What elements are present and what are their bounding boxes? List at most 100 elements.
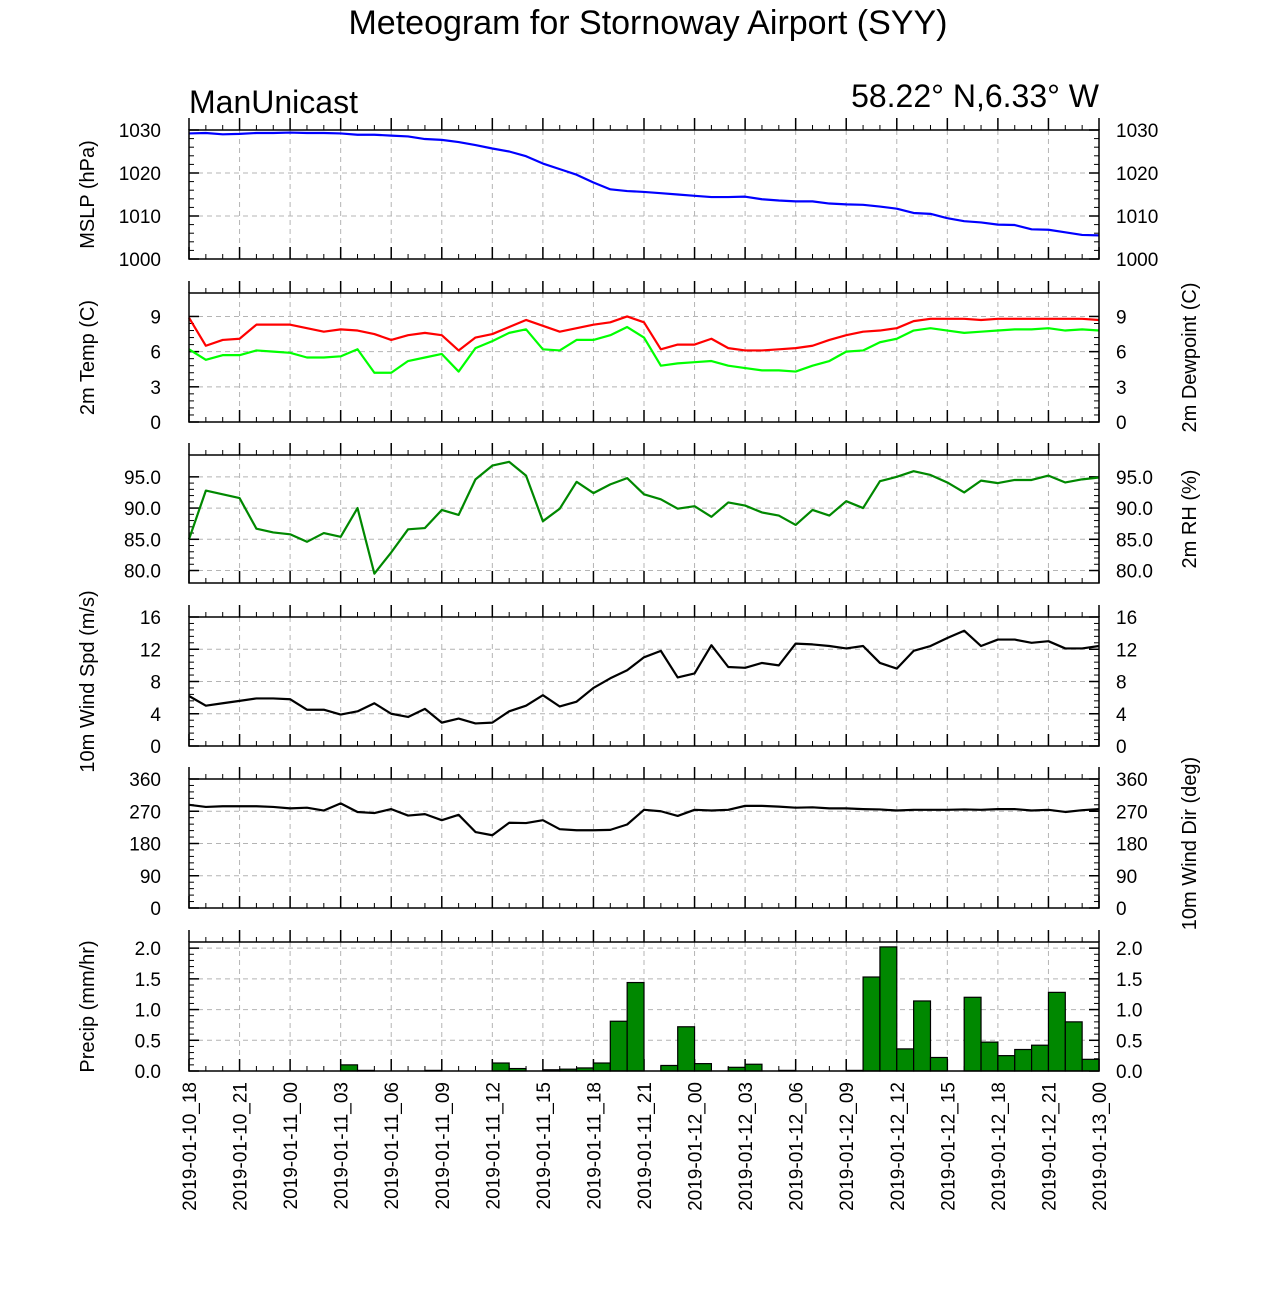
y-tick-label-left: 12: [140, 640, 161, 661]
y-tick-label-left: 1.5: [135, 970, 161, 991]
precip-bar: [677, 1026, 696, 1072]
time-tick-label: 2019-01-10_18: [180, 1082, 201, 1211]
y-tick-label-right: 3: [1116, 378, 1127, 399]
y-tick-label-right: 0: [1116, 899, 1127, 920]
y-tick-label-left: 0: [150, 737, 161, 758]
precip-bar: [862, 976, 881, 1072]
precip-bar: [896, 1048, 915, 1072]
y-tick-label-left: 80.0: [124, 562, 161, 583]
panel-frame: [188, 941, 1100, 1072]
y-axis-title-right: 10m Wind Dir (deg): [1179, 757, 1201, 930]
panel-frame: [188, 454, 1100, 584]
model-label: ManUnicast: [189, 84, 358, 120]
panel-frame: [188, 778, 1100, 909]
time-tick-label: 2019-01-10_21: [231, 1082, 252, 1211]
y-tick-label-left: 1.0: [135, 1001, 161, 1022]
series-line-mslp-0: [188, 131, 1100, 237]
y-axis-title-right: 2m Dewpoint (C): [1179, 282, 1201, 432]
precip-bar: [491, 1062, 510, 1072]
precip-bar: [1081, 1058, 1100, 1072]
time-tick-label: 2019-01-11_15: [534, 1082, 555, 1209]
y-tick-label-right: 1010: [1116, 207, 1158, 228]
y-tick-label-right: 180: [1116, 835, 1148, 856]
y-tick-label-right: 90: [1116, 867, 1137, 888]
y-tick-label-left: 3: [150, 378, 161, 399]
y-axis-title-left: 2m Temp (C): [77, 300, 99, 415]
time-tick-label: 2019-01-12_21: [1039, 1082, 1060, 1211]
y-tick-label-left: 270: [129, 802, 161, 823]
y-tick-label-left: 0.0: [135, 1062, 161, 1083]
panel-frame: [188, 292, 1100, 423]
y-tick-label-right: 95.0: [1116, 468, 1153, 489]
time-tick-label: 2019-01-12_03: [736, 1082, 757, 1211]
y-tick-label-right: 12: [1116, 640, 1137, 661]
precip-bar: [879, 946, 898, 1072]
time-tick-label: 2019-01-11_09: [433, 1082, 454, 1209]
precip-bar: [1014, 1048, 1033, 1072]
precip-bar: [1030, 1044, 1050, 1072]
y-tick-label-left: 8: [150, 673, 161, 694]
precip-bar: [963, 996, 982, 1072]
time-tick-label: 2019-01-12_18: [989, 1082, 1010, 1211]
time-tick-label: 2019-01-12_09: [837, 1082, 858, 1211]
y-tick-label-right: 4: [1116, 705, 1127, 726]
y-tick-label-left: 0.5: [135, 1031, 161, 1052]
time-tick-label: 2019-01-11_18: [584, 1082, 605, 1209]
series-line-temperature-0: [188, 315, 1100, 352]
y-tick-label-right: 1.0: [1116, 1001, 1142, 1022]
y-axis-title-right: 2m RH (%): [1179, 470, 1201, 569]
series-line-temperature-1: [188, 325, 1100, 374]
y-tick-label-right: 1020: [1116, 164, 1158, 185]
time-axis: 2019-01-10_18 2019-01-10_21 2019-01-11_00 2…: [180, 1082, 1111, 1211]
y-tick-label-right: 360: [1116, 770, 1148, 791]
precip-bar: [592, 1062, 611, 1072]
y-tick-label-left: 1000: [119, 250, 161, 271]
y-tick-label-right: 0: [1116, 413, 1127, 434]
time-tick-label: 2019-01-11_00: [281, 1082, 302, 1209]
precip-bar: [997, 1055, 1016, 1072]
y-tick-label-right: 80.0: [1116, 562, 1153, 583]
series-line-wind-direction-0: [188, 802, 1100, 837]
y-tick-label-left: 85.0: [124, 530, 161, 551]
panel-mslp: 1000 1000 1010 1010 1020 1020 1030 1030 MSLP (hP…: [77, 118, 1158, 271]
y-tick-label-right: 0.0: [1116, 1062, 1142, 1083]
panel-frame: [188, 616, 1100, 747]
y-tick-label-left: 16: [140, 608, 161, 629]
y-tick-label-left: 180: [129, 835, 161, 856]
time-tick-label: 2019-01-12_15: [938, 1082, 959, 1211]
y-axis-title-left: 10m Wind Spd (m/s): [77, 590, 99, 772]
y-tick-label-right: 85.0: [1116, 530, 1153, 551]
y-axis-title-left: MSLP (hPa): [77, 140, 99, 249]
y-tick-label-right: 1000: [1116, 250, 1158, 271]
panel-temperature: 0 0 3 3 6 6 9 9 2m Temp (C) 2m Dewpoint (C): [77, 281, 1201, 434]
panel-wind-direction: 0 0 90 90 180 180 270 270 360 360 10m Wind Dir (de…: [129, 757, 1201, 930]
time-tick-label: 2019-01-13_00: [1090, 1082, 1111, 1211]
time-tick-label: 2019-01-12_06: [787, 1082, 808, 1211]
time-tick-label: 2019-01-11_21: [635, 1082, 656, 1209]
precip-bar: [929, 1056, 948, 1072]
precip-bar: [626, 981, 645, 1072]
precip-bar: [660, 1064, 679, 1072]
y-tick-label-right: 9: [1116, 307, 1127, 328]
panels: 1000 1000 1010 1010 1020 1020 1030 1030 MSLP (hP…: [77, 118, 1201, 1083]
series-line-wind-speed-0: [188, 629, 1100, 725]
y-tick-label-right: 1.5: [1116, 970, 1142, 991]
y-tick-label-left: 4: [150, 705, 161, 726]
panel-frame: [188, 129, 1100, 260]
time-tick-label: 2019-01-11_12: [483, 1082, 504, 1209]
y-axis-title-left: Precip (mm/hr): [77, 940, 99, 1072]
time-tick-label: 2019-01-12_12: [888, 1082, 909, 1211]
y-tick-label-right: 90.0: [1116, 499, 1153, 520]
y-tick-label-right: 0.5: [1116, 1031, 1142, 1052]
y-tick-label-right: 1030: [1116, 121, 1158, 142]
y-tick-label-left: 90.0: [124, 499, 161, 520]
precip-bar: [1047, 991, 1066, 1072]
y-tick-label-left: 1030: [119, 121, 161, 142]
panel-wind-speed: 0 0 4 4 8 8 12 12 16 16 10m Wind Spd (m/s): [77, 590, 1137, 772]
y-tick-label-right: 8: [1116, 673, 1127, 694]
y-tick-label-right: 270: [1116, 802, 1148, 823]
precip-bar: [340, 1064, 359, 1072]
time-tick-label: 2019-01-12_00: [686, 1082, 707, 1211]
y-tick-label-left: 1010: [119, 207, 161, 228]
